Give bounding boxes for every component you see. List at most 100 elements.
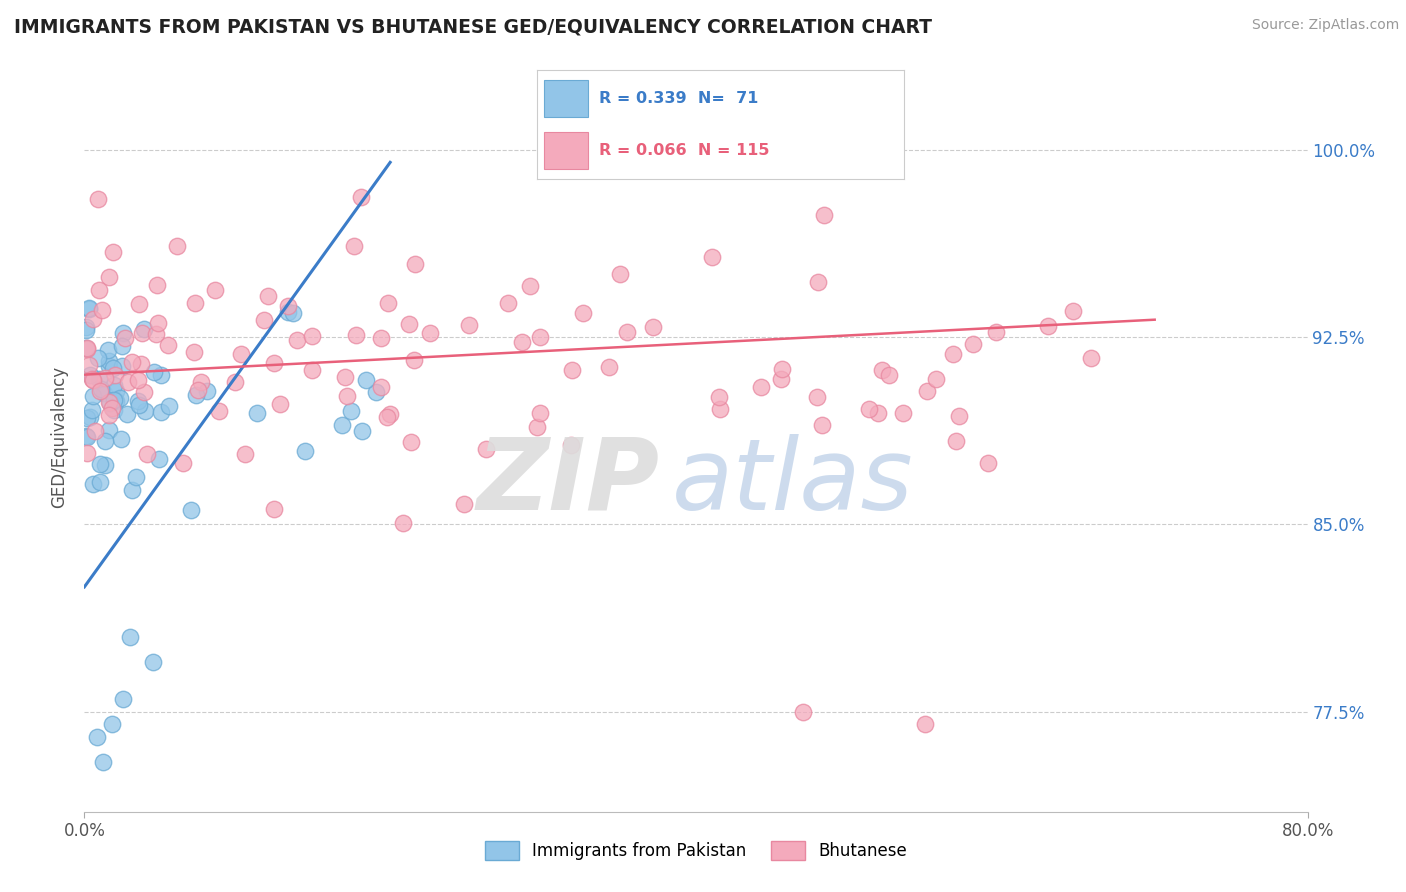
Point: [352, 424, 374, 438]
Point: [962, 336, 984, 351]
Point: [277, 299, 299, 313]
Point: [79, 368, 101, 382]
Point: [336, 389, 359, 403]
Point: [131, 326, 153, 340]
Point: [977, 456, 1000, 470]
Point: [246, 406, 269, 420]
Point: [925, 372, 948, 386]
Point: [76, 342, 98, 356]
Point: [183, 345, 205, 359]
Point: [404, 257, 426, 271]
Point: [82, 476, 104, 491]
Point: [172, 457, 194, 471]
Point: [811, 417, 834, 432]
Point: [75, 341, 97, 355]
Point: [914, 717, 936, 731]
Point: [82, 403, 104, 417]
Point: [157, 400, 180, 414]
Point: [75, 323, 97, 337]
Point: [148, 316, 170, 330]
Point: [128, 398, 150, 412]
Point: [82, 389, 104, 403]
Point: [285, 333, 308, 347]
Point: [263, 355, 285, 369]
Point: [749, 380, 772, 394]
Point: [94, 458, 117, 473]
Point: [301, 328, 323, 343]
Point: [76, 410, 98, 425]
Point: [529, 406, 551, 420]
Point: [598, 360, 620, 375]
Point: [150, 405, 173, 419]
Point: [87, 192, 110, 206]
Point: [370, 331, 392, 345]
Point: [94, 434, 117, 449]
Point: [125, 470, 148, 484]
Point: [866, 406, 889, 420]
Point: [77, 359, 100, 373]
Point: [97, 270, 120, 285]
Point: [344, 327, 367, 342]
Point: [76, 430, 98, 444]
Legend: Immigrants from Pakistan, Bhutanese: Immigrants from Pakistan, Bhutanese: [478, 835, 914, 867]
Point: [519, 279, 541, 293]
Point: [404, 353, 426, 368]
Point: [77, 302, 100, 317]
Point: [134, 385, 156, 400]
Point: [707, 390, 730, 404]
Point: [184, 296, 207, 310]
Point: [419, 326, 441, 341]
Point: [110, 391, 132, 405]
Point: [101, 401, 124, 415]
Point: [94, 371, 117, 385]
Point: [103, 392, 125, 407]
Point: [294, 444, 316, 458]
Point: [343, 239, 366, 253]
Point: [97, 354, 120, 368]
Point: [339, 403, 361, 417]
Point: [79, 410, 101, 425]
Point: [76, 341, 98, 355]
Point: [143, 365, 166, 379]
Point: [332, 418, 354, 433]
Point: [375, 409, 398, 424]
Point: [475, 442, 498, 456]
Point: [86, 730, 108, 744]
Point: [98, 395, 121, 409]
Point: [76, 446, 98, 460]
Point: [510, 334, 533, 349]
Point: [91, 755, 114, 769]
Point: [709, 401, 731, 416]
Point: [377, 296, 399, 310]
Point: [370, 380, 392, 394]
Point: [792, 705, 814, 719]
Point: [127, 373, 149, 387]
Text: ZIP: ZIP: [477, 434, 659, 531]
Point: [770, 361, 793, 376]
Point: [561, 362, 583, 376]
Point: [616, 325, 638, 339]
Point: [253, 313, 276, 327]
Point: [157, 338, 180, 352]
Point: [204, 283, 226, 297]
Point: [111, 359, 134, 373]
Point: [89, 475, 111, 489]
Point: [333, 369, 356, 384]
Point: [281, 306, 304, 320]
Point: [145, 326, 167, 341]
Point: [257, 288, 280, 302]
Point: [89, 384, 111, 398]
Point: [1062, 304, 1084, 318]
Point: [609, 268, 631, 282]
Point: [893, 405, 915, 419]
Point: [115, 407, 138, 421]
Point: [769, 372, 792, 386]
Point: [942, 347, 965, 361]
Point: [97, 359, 120, 373]
Point: [142, 655, 165, 669]
Point: [233, 447, 256, 461]
Point: [121, 483, 143, 497]
Point: [813, 208, 835, 222]
Point: [104, 394, 127, 409]
Point: [870, 363, 893, 377]
